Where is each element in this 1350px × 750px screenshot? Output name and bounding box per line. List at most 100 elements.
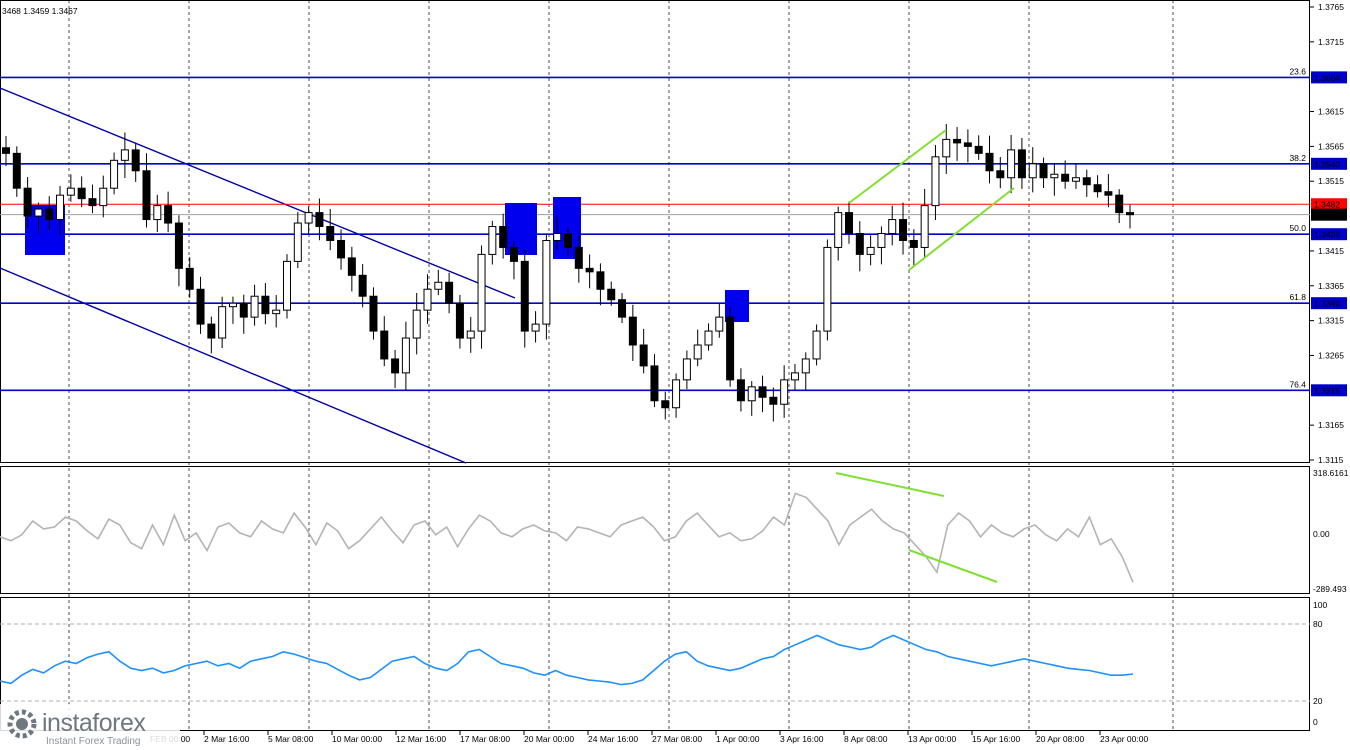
- candle-body: [477, 253, 486, 332]
- candle-body: [585, 267, 594, 273]
- current-price-label: 1.3467: [1314, 210, 1340, 220]
- price-tick-label: 1.3165: [1318, 420, 1344, 430]
- candle-body: [520, 260, 529, 332]
- logo-name: instaforex: [42, 709, 146, 737]
- candle-body: [45, 208, 54, 221]
- candle-body: [185, 267, 194, 290]
- candle-body: [769, 396, 778, 405]
- fib-price-label: 1.3664: [1314, 73, 1340, 83]
- candle-body: [250, 295, 259, 318]
- candle-body: [564, 233, 572, 248]
- candle-body: [56, 194, 65, 221]
- candle-body: [953, 138, 962, 144]
- price-tick-label: 1.3515: [1318, 176, 1344, 186]
- candle-body: [650, 365, 659, 402]
- candle-body: [228, 302, 237, 308]
- candle-body: [423, 288, 432, 311]
- rsi-tick-0: 0: [1313, 717, 1318, 727]
- candle-body: [845, 212, 853, 234]
- candle-body: [758, 386, 767, 398]
- fib-price-label: 1.3340: [1314, 299, 1340, 309]
- candle-body: [607, 288, 616, 301]
- candle-body: [801, 358, 810, 374]
- price-tick-label: 1.3565: [1318, 141, 1344, 151]
- candles: [2, 123, 1134, 422]
- candle-body: [834, 212, 843, 248]
- candle-body: [455, 302, 464, 339]
- channel-lower-line: [0, 267, 467, 464]
- candle-body: [985, 152, 994, 172]
- rsi-tick-80: 80: [1313, 619, 1323, 629]
- rsi-panel-frame: [0, 597, 1310, 731]
- candle-body: [1082, 177, 1091, 186]
- descending-channel: [0, 87, 516, 464]
- candle-body: [877, 233, 886, 248]
- candle-body: [1104, 191, 1113, 196]
- price-tick-label: 1.3415: [1318, 246, 1344, 256]
- channel-upper-line: [0, 87, 516, 299]
- candle-body: [542, 239, 551, 325]
- price-tick-label: 1.3265: [1318, 350, 1344, 360]
- candle-body: [726, 316, 735, 381]
- candle-body: [434, 281, 443, 290]
- candle-body: [164, 205, 173, 224]
- cci-tick-top: 318.6161: [1313, 468, 1349, 478]
- wedge-lines: [848, 129, 1015, 271]
- candle-body: [1126, 212, 1134, 216]
- time-tick-label: 23 Apr 00:00: [1100, 734, 1148, 744]
- candle-body: [1017, 149, 1026, 179]
- time-tick-label: 3 Apr 16:00: [780, 734, 824, 744]
- candle-body: [380, 330, 389, 360]
- time-tick-label: 12 Mar 16:00: [396, 734, 446, 744]
- resistance-price-tag: [1311, 198, 1347, 211]
- time-tick-label: 27 Mar 08:00: [652, 734, 702, 744]
- candle-body: [358, 274, 367, 297]
- time-tick-label: 20 Mar 00:00: [524, 734, 574, 744]
- candle-body: [131, 149, 140, 172]
- candle-body: [488, 226, 497, 255]
- candle-body: [1028, 163, 1037, 179]
- candle-body: [401, 337, 410, 374]
- candle-body: [628, 316, 637, 346]
- candle-body: [996, 170, 1005, 179]
- candle-body: [369, 295, 378, 332]
- candle-body: [196, 288, 205, 325]
- candle-body: [888, 219, 897, 234]
- candle-body: [293, 222, 302, 262]
- time-tick-label: 2 Mar 16:00: [204, 734, 250, 744]
- vertical-grid: [68, 0, 1174, 731]
- candle-body: [337, 239, 346, 259]
- candle-body: [899, 219, 908, 241]
- cci-line: [0, 492, 1134, 583]
- candle-body: [790, 372, 799, 381]
- candle-body: [34, 208, 43, 217]
- cci-divergence-lower: [908, 549, 998, 583]
- fib-price-label: 1.3540: [1314, 159, 1340, 169]
- fib-price-tag: [1311, 71, 1347, 84]
- time-tick-label: 20 Apr 08:00: [1036, 734, 1084, 744]
- candle-body: [747, 386, 756, 402]
- wedge-lower-line: [908, 187, 1015, 271]
- candle-body: [942, 138, 951, 158]
- fib-price-label: 1.3439: [1314, 230, 1340, 240]
- candle-body: [509, 246, 518, 262]
- candle-body: [920, 205, 929, 248]
- candle-body: [1007, 149, 1016, 179]
- candle-body: [120, 149, 129, 161]
- fib-price-tag: [1311, 157, 1347, 170]
- candle-body: [574, 246, 583, 269]
- candle-body: [153, 205, 162, 221]
- candle-body: [326, 226, 335, 241]
- candle-body: [66, 187, 75, 196]
- candle-body: [661, 400, 670, 409]
- candle-body: [499, 226, 508, 248]
- candle-body: [110, 159, 119, 189]
- price-tick-label: 1.3715: [1318, 37, 1344, 47]
- candle-body: [931, 156, 940, 207]
- rsi-line: [0, 634, 1134, 686]
- fib-price-tag: [1311, 297, 1347, 310]
- candle-body: [207, 323, 216, 339]
- signal-box: [505, 203, 537, 255]
- logo-gear-icon: [7, 709, 37, 739]
